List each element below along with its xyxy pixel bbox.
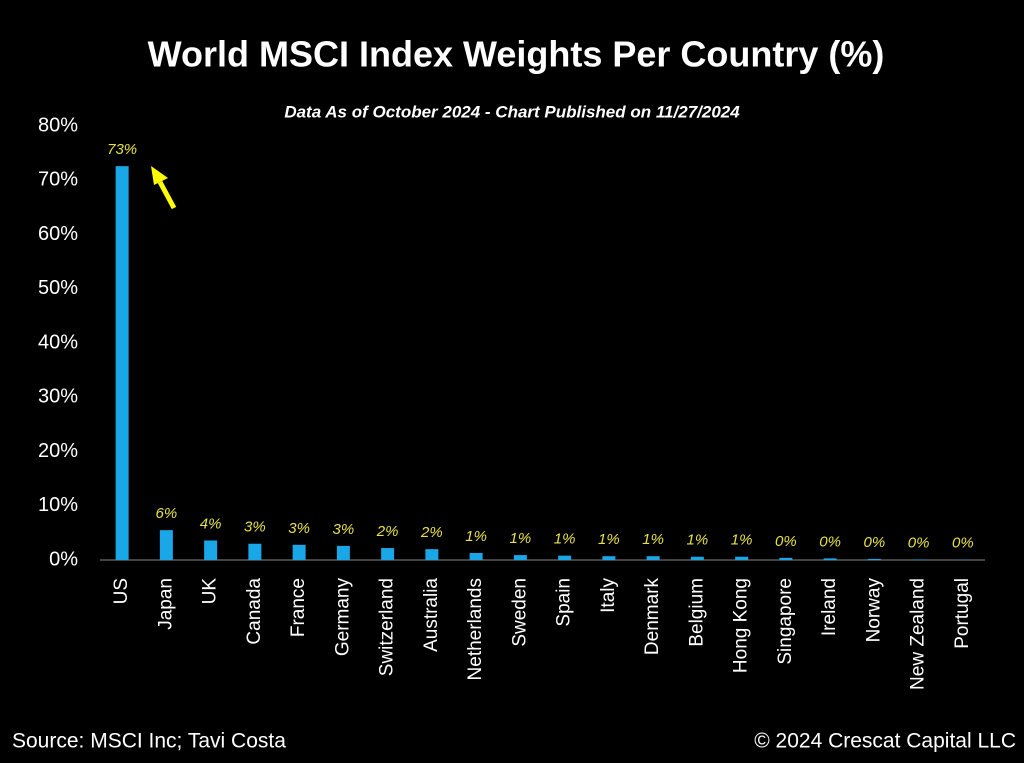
x-tick-label: US bbox=[111, 578, 132, 604]
bar bbox=[292, 544, 306, 560]
chart-title: World MSCI Index Weights Per Country (%) bbox=[148, 34, 885, 75]
x-tick-label: Italy bbox=[598, 578, 619, 613]
x-tick-label: Denmark bbox=[642, 578, 663, 656]
bar bbox=[779, 557, 793, 560]
value-label: 2% bbox=[420, 524, 443, 541]
x-tick-label: UK bbox=[200, 578, 221, 605]
y-tick-label: 0% bbox=[49, 548, 78, 570]
value-label: 1% bbox=[642, 531, 664, 548]
y-tick-label: 20% bbox=[38, 440, 78, 462]
y-tick-label: 80% bbox=[38, 114, 78, 136]
x-tick-label: Portugal bbox=[952, 578, 973, 649]
x-tick-label: Singapore bbox=[775, 578, 796, 665]
value-label: 0% bbox=[952, 535, 974, 552]
y-tick-label: 30% bbox=[38, 386, 78, 408]
x-tick-label: Switzerland bbox=[377, 578, 398, 676]
y-tick-label: 70% bbox=[38, 169, 78, 191]
value-label: 1% bbox=[687, 532, 709, 549]
x-tick-label: Canada bbox=[244, 578, 265, 645]
y-tick-label: 60% bbox=[38, 223, 78, 245]
chart-subtitle: Data As of October 2024 - Chart Publishe… bbox=[284, 102, 740, 121]
value-label: 0% bbox=[819, 533, 841, 550]
x-tick-label: Japan bbox=[155, 578, 176, 630]
value-label: 6% bbox=[156, 505, 178, 522]
x-tick-label: Norway bbox=[863, 578, 884, 643]
x-tick-label: Hong Kong bbox=[731, 578, 752, 673]
x-tick-label: Australia bbox=[421, 578, 442, 652]
x-tick-label: Germany bbox=[332, 578, 353, 657]
value-label: 0% bbox=[864, 534, 886, 551]
value-label: 3% bbox=[288, 520, 310, 537]
bar bbox=[602, 556, 616, 560]
y-tick-label: 10% bbox=[38, 494, 78, 516]
bar bbox=[159, 530, 173, 560]
arrow-annotation bbox=[151, 166, 177, 210]
value-label: 1% bbox=[554, 531, 576, 548]
bar bbox=[690, 556, 704, 560]
bar bbox=[336, 545, 350, 560]
bar bbox=[867, 558, 881, 560]
bar bbox=[204, 540, 218, 560]
x-tick-label: France bbox=[288, 578, 309, 637]
x-tick-label: Spain bbox=[554, 578, 575, 627]
bar bbox=[248, 543, 262, 560]
value-label: 0% bbox=[908, 534, 930, 551]
bar bbox=[823, 558, 837, 560]
bar bbox=[425, 549, 439, 560]
value-label: 1% bbox=[465, 528, 487, 545]
value-label: 0% bbox=[775, 533, 797, 550]
x-tick-label: New Zealand bbox=[908, 578, 929, 690]
x-tick-label: Netherlands bbox=[465, 578, 486, 680]
source-note: Source: MSCI Inc; Tavi Costa bbox=[12, 730, 286, 753]
bar bbox=[115, 166, 129, 560]
copyright-note: © 2024 Crescat Capital LLC bbox=[754, 730, 1016, 753]
value-label: 3% bbox=[244, 519, 266, 536]
bar bbox=[646, 556, 660, 560]
bar bbox=[912, 559, 926, 560]
bar bbox=[469, 552, 483, 560]
value-label: 1% bbox=[598, 531, 620, 548]
value-label: 3% bbox=[333, 521, 355, 538]
value-label: 1% bbox=[510, 530, 532, 547]
value-label: 4% bbox=[200, 515, 222, 532]
bar bbox=[381, 548, 395, 560]
y-tick-label: 50% bbox=[38, 277, 78, 299]
value-label: 1% bbox=[731, 532, 753, 549]
value-label: 73% bbox=[107, 141, 137, 158]
x-tick-label: Sweden bbox=[509, 578, 530, 647]
bar bbox=[513, 555, 527, 560]
x-tick-label: Belgium bbox=[686, 578, 707, 647]
y-tick-label: 40% bbox=[38, 331, 78, 353]
bar bbox=[558, 555, 572, 560]
x-tick-label: Ireland bbox=[819, 578, 840, 636]
bar bbox=[735, 556, 749, 560]
value-label: 2% bbox=[376, 523, 399, 540]
